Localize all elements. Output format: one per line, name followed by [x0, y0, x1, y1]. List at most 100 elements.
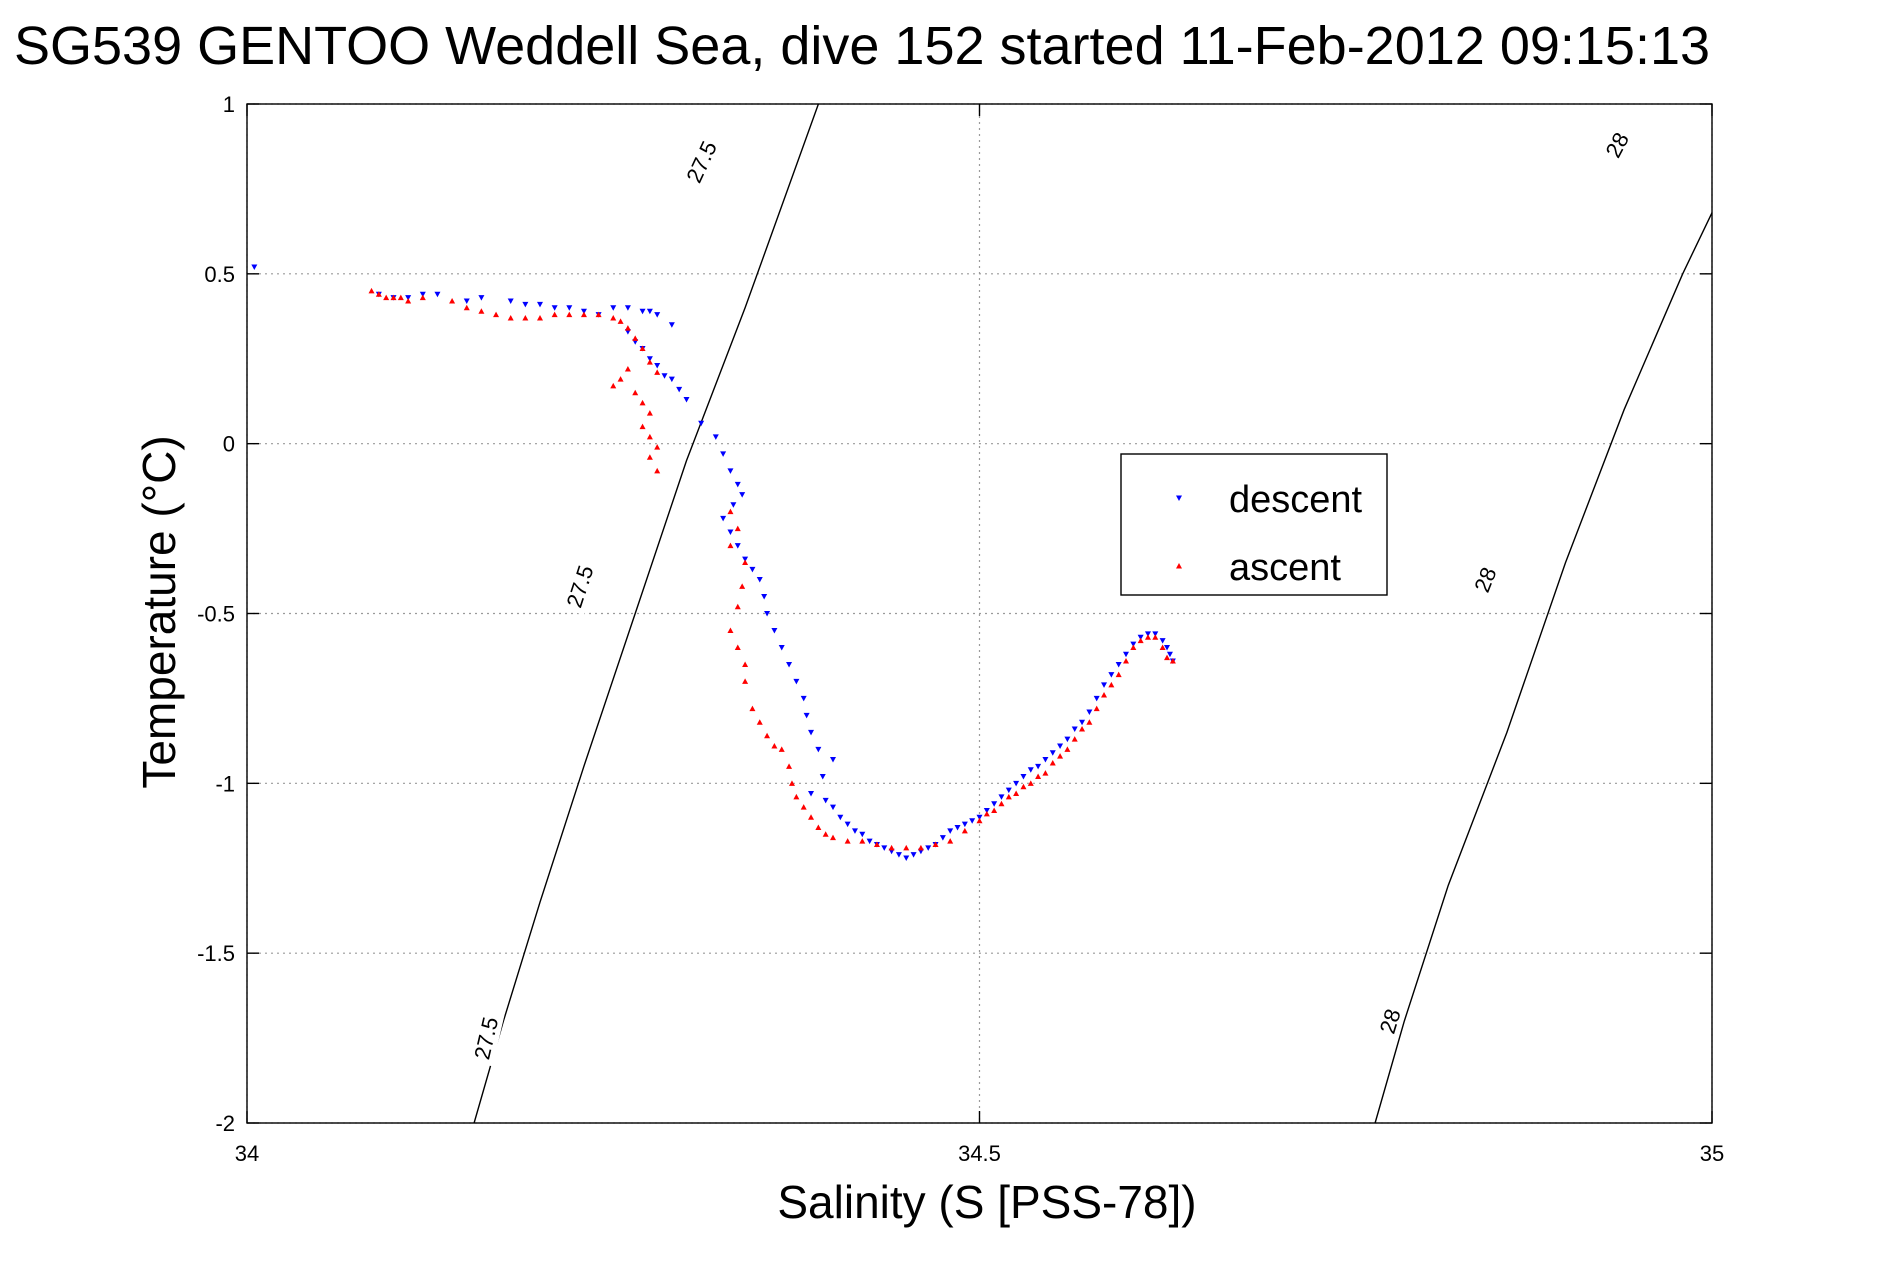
contour-label-background	[1369, 992, 1410, 1050]
ascent-point	[580, 311, 587, 318]
ascent-point	[727, 627, 734, 633]
ascent-point	[390, 294, 397, 301]
x-tick-label: 34.5	[958, 1141, 1001, 1166]
ascent-point	[639, 423, 646, 430]
descent-point	[844, 821, 851, 828]
legend-box	[1120, 453, 1388, 596]
legend: descent ascent	[1120, 453, 1388, 596]
chart-title: SG539 GENTOO Weddell Sea, dive 152 start…	[14, 16, 1710, 76]
descent-point	[969, 818, 976, 824]
descent-point	[910, 852, 917, 858]
contour-line-27-5	[473, 104, 820, 1123]
descent-point	[639, 308, 646, 315]
descent-point	[961, 821, 968, 828]
descent-point	[1093, 695, 1100, 702]
descent-point	[1108, 672, 1115, 678]
ascent-point	[522, 314, 529, 321]
ascent-point	[617, 376, 624, 382]
descent-point	[1042, 757, 1049, 763]
ascent-point	[1164, 654, 1171, 661]
descent-point	[793, 678, 800, 685]
ascent-point	[1079, 725, 1086, 732]
y-tick-label: -1	[215, 771, 235, 796]
descent-point	[434, 291, 441, 298]
data-points	[251, 264, 1176, 862]
descent-point	[830, 757, 836, 763]
descent-point	[580, 308, 587, 315]
ascent-point	[1086, 719, 1093, 725]
descent-point	[819, 774, 826, 780]
ascent-point	[646, 433, 653, 440]
descent-point	[698, 420, 705, 427]
descent-point	[800, 695, 807, 702]
descent-point	[1020, 774, 1027, 780]
ascent-point	[624, 365, 631, 372]
ascent-point	[1093, 705, 1100, 712]
ascent-point	[1123, 658, 1129, 664]
descent-point	[822, 797, 829, 804]
ascent-point	[778, 746, 785, 752]
y-tick-label: 1	[223, 92, 235, 117]
ascent-point	[551, 311, 558, 318]
descent-point	[646, 356, 653, 362]
descent-point	[778, 644, 785, 651]
descent-point	[991, 801, 998, 807]
descent-point	[646, 308, 653, 315]
descent-point	[683, 397, 690, 403]
y-tick-label: -2	[215, 1111, 235, 1136]
descent-point	[742, 556, 749, 563]
ascent-point	[383, 294, 390, 301]
ascent-point	[610, 382, 617, 389]
ascent-point	[727, 542, 734, 549]
ascent-point	[617, 318, 624, 324]
descent-point	[881, 845, 888, 851]
contour-label-background	[1593, 115, 1641, 174]
ascent-point	[610, 314, 617, 321]
descent-point	[1027, 767, 1034, 773]
ascent-point	[888, 844, 895, 851]
ascent-point	[734, 525, 741, 532]
ascent-point	[1144, 634, 1151, 640]
descent-point	[478, 295, 485, 301]
descent-point	[1123, 651, 1129, 658]
descent-point	[522, 301, 529, 308]
descent-point	[1159, 638, 1166, 644]
descent-point	[1166, 651, 1173, 658]
descent-point	[727, 529, 734, 535]
ascent-point	[786, 763, 793, 769]
x-axis-label: Salinity (S [PSS-78])	[777, 1176, 1196, 1228]
ascent-point	[742, 661, 749, 667]
y-tick-label: 0	[223, 432, 235, 457]
series-ascent	[368, 287, 1176, 851]
descent-point	[1164, 644, 1171, 651]
ascent-point	[727, 508, 734, 515]
legend-label-ascent: ascent	[1229, 547, 1341, 589]
descent-point	[1101, 682, 1108, 688]
descent-point	[419, 291, 426, 298]
ascent-point	[654, 444, 661, 450]
descent-point	[1049, 750, 1056, 756]
contour-label-background	[467, 1009, 505, 1067]
ascent-point	[991, 807, 998, 814]
ascent-point	[463, 304, 470, 311]
ascent-point	[1115, 671, 1122, 678]
descent-point	[537, 301, 543, 308]
descent-point	[808, 791, 815, 797]
legend-label-descent: descent	[1229, 479, 1363, 521]
contour-line-28	[1374, 211, 1712, 1123]
ascent-point	[1049, 759, 1056, 766]
ascent-point	[734, 603, 741, 610]
descent-point	[1130, 641, 1137, 648]
descent-point	[925, 845, 932, 851]
descent-point	[1035, 763, 1042, 770]
descent-point	[1086, 709, 1093, 716]
ascent-point	[1159, 644, 1166, 650]
ascent-point	[1071, 736, 1078, 742]
descent-point	[808, 729, 815, 736]
ascent-point	[1152, 634, 1159, 640]
descent-point	[998, 794, 1005, 800]
descent-point	[866, 838, 873, 845]
descent-point	[668, 376, 675, 383]
